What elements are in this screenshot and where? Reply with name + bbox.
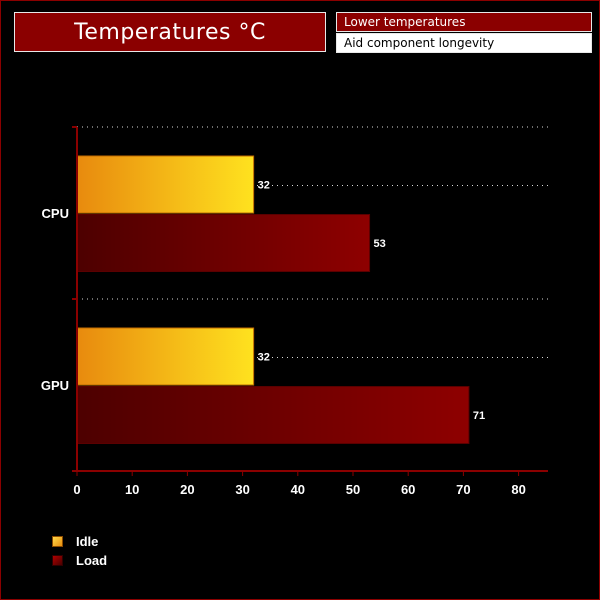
legend-swatch-idle [52, 535, 63, 547]
x-tick-label-0: 0 [73, 482, 80, 497]
x-tick-label-80: 80 [511, 482, 525, 497]
bar-gpu-load [76, 386, 470, 444]
legend-item-idle: Idle [52, 532, 107, 550]
category-label-gpu: GPU [41, 378, 69, 393]
value-label-cpu-load: 53 [374, 238, 386, 250]
chart-title: Temperatures °C [14, 12, 326, 52]
x-tick-label-20: 20 [180, 482, 194, 497]
bar-gpu-idle [76, 327, 255, 386]
note-component-longevity: Aid component longevity [336, 33, 592, 53]
legend: Idle Load [52, 532, 107, 570]
x-tick-label-30: 30 [235, 482, 249, 497]
x-tick-label-60: 60 [401, 482, 415, 497]
legend-swatch-load [52, 554, 63, 566]
legend-item-load: Load [52, 551, 107, 569]
x-tick-label-10: 10 [125, 482, 139, 497]
note-lower-temperatures: Lower temperatures [336, 12, 592, 32]
legend-label-load: Load [76, 552, 108, 568]
bar-cpu-idle [76, 155, 255, 214]
value-label-gpu-load: 71 [473, 410, 485, 422]
value-label-gpu-idle: 32 [258, 352, 270, 364]
bar-cpu-load [76, 214, 371, 272]
value-label-cpu-idle: 32 [258, 180, 270, 192]
x-tick-label-40: 40 [291, 482, 305, 497]
category-label-cpu: CPU [42, 206, 69, 221]
x-tick-label-70: 70 [456, 482, 470, 497]
legend-label-idle: Idle [76, 533, 99, 549]
x-tick-label-50: 50 [346, 482, 360, 497]
